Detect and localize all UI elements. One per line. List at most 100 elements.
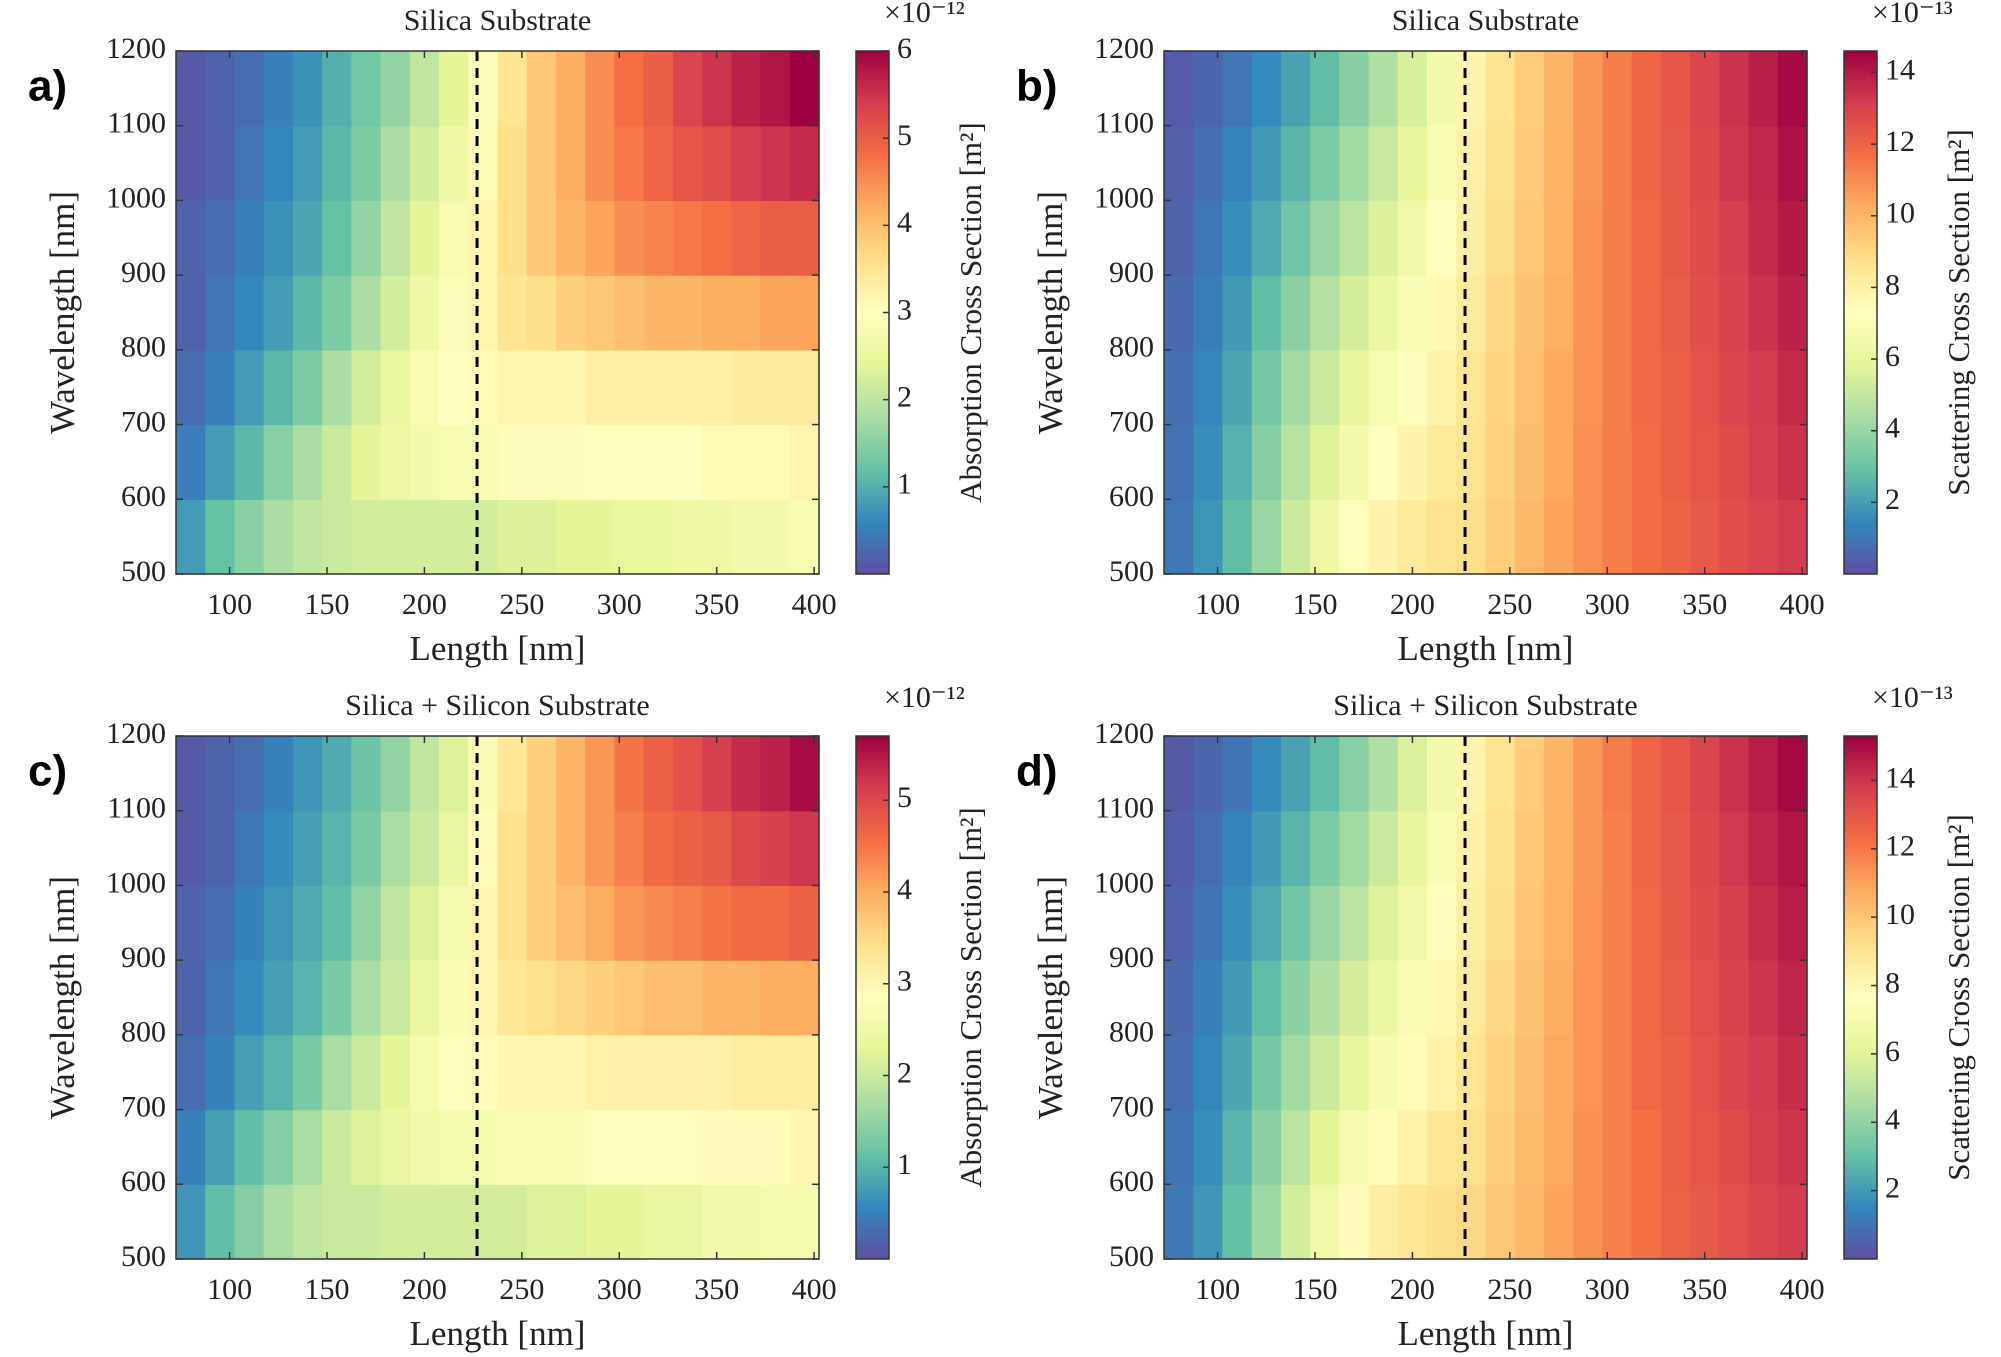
- heatmap-cell: [702, 1034, 732, 1111]
- heatmap-cell: [760, 499, 791, 575]
- heatmap-cell: [1339, 1184, 1370, 1260]
- heatmap-cell: [1193, 1184, 1224, 1260]
- heatmap-cell: [263, 736, 294, 812]
- heatmap-cell: [1690, 275, 1720, 351]
- y-tick-label: 900: [121, 941, 166, 974]
- heatmap-cell: [1514, 1109, 1545, 1185]
- colorbar-tick-label: 14: [1885, 761, 1915, 794]
- heatmap-cell: [760, 125, 791, 202]
- heatmap-cell: [292, 885, 323, 961]
- heatmap-cell: [1748, 736, 1779, 812]
- heatmap-cell: [292, 810, 323, 887]
- heatmap-cell: [263, 1034, 294, 1111]
- y-tick-label: 900: [1109, 256, 1154, 289]
- heatmap-cell: [1543, 810, 1574, 887]
- heatmap-cell: [1280, 125, 1311, 202]
- y-tick-label: 600: [121, 480, 166, 513]
- heatmap-cell: [1690, 349, 1720, 426]
- heatmap-cell: [1339, 275, 1370, 351]
- heatmap-cell: [468, 960, 499, 1036]
- heatmap-cell: [176, 200, 206, 276]
- heatmap-cell: [555, 125, 586, 202]
- heatmap-cell: [1310, 1184, 1340, 1260]
- heatmap-cell: [1280, 349, 1311, 426]
- heatmap-cell: [585, 1109, 616, 1185]
- panel-label: a): [28, 62, 67, 111]
- heatmap-cell: [1602, 424, 1633, 500]
- heatmap-cell: [1456, 960, 1487, 1036]
- colorbar-tick-label: 3: [897, 293, 912, 326]
- heatmap-cell: [1427, 1184, 1457, 1260]
- heatmap-cell: [1777, 349, 1808, 426]
- heatmap-cell: [205, 424, 236, 500]
- panel-label: b): [1016, 62, 1058, 111]
- heatmap-cell: [614, 200, 645, 276]
- heatmap-cell: [351, 960, 382, 1036]
- heatmap-cell: [1543, 736, 1574, 812]
- heatmap-cell: [1660, 200, 1691, 276]
- heatmap-cell: [614, 125, 645, 202]
- heatmap-cell: [731, 810, 762, 887]
- heatmap-cell: [1573, 885, 1604, 961]
- heatmap-cell: [643, 1184, 674, 1260]
- heatmap-cell: [1397, 200, 1428, 276]
- heatmap-cell: [234, 51, 265, 127]
- heatmap-cell: [351, 810, 382, 887]
- heatmap-cell: [409, 885, 440, 961]
- heatmap-cell: [702, 51, 732, 127]
- heatmap-cell: [234, 1034, 265, 1111]
- heatmap-cell: [1573, 200, 1604, 276]
- heatmap-cell: [1514, 810, 1545, 887]
- heatmap-cell: [1456, 736, 1487, 812]
- heatmap-cell: [614, 1184, 645, 1260]
- heatmap-cell: [789, 125, 820, 202]
- heatmap-cell: [702, 960, 732, 1036]
- colorbar-label: Absorption Cross Section [m²]: [953, 807, 988, 1187]
- heatmap-cell: [1368, 736, 1399, 812]
- heatmap-cell: [614, 499, 645, 575]
- heatmap-cell: [1602, 960, 1633, 1036]
- heatmap-cell: [1748, 349, 1779, 426]
- heatmap-cell: [1193, 200, 1224, 276]
- heatmap-cell: [1690, 51, 1720, 127]
- panel-label: d): [1016, 747, 1058, 796]
- heatmap-cell: [205, 125, 236, 202]
- heatmap-cell: [1485, 51, 1516, 127]
- heatmap-cell: [672, 499, 703, 575]
- chart-title: Silica + Silicon Substrate: [345, 689, 649, 722]
- heatmap-cell: [234, 736, 265, 812]
- heatmap-cell: [760, 1184, 791, 1260]
- y-tick-label: 800: [1109, 1016, 1154, 1049]
- y-tick-label: 1200: [1094, 717, 1154, 750]
- heatmap-cell: [468, 200, 499, 276]
- heatmap-cell: [643, 51, 674, 127]
- heatmap-cell: [1164, 349, 1194, 426]
- heatmap-cell: [497, 885, 528, 961]
- heatmap-cell: [1719, 810, 1750, 887]
- heatmap-cell: [380, 200, 411, 276]
- heatmap-cell: [322, 499, 352, 575]
- heatmap-cell: [1748, 275, 1779, 351]
- heatmap-cell: [1368, 51, 1399, 127]
- heatmap-cell: [1660, 349, 1691, 426]
- heatmap-cell: [292, 499, 323, 575]
- heatmap-cell: [1514, 125, 1545, 202]
- heatmap-cell: [439, 1184, 469, 1260]
- heatmap-cell: [1719, 885, 1750, 961]
- heatmap-cell: [1690, 736, 1720, 812]
- x-tick-label: 400: [792, 1273, 837, 1306]
- heatmap-cell: [1427, 810, 1457, 887]
- y-tick-label: 800: [121, 1016, 166, 1049]
- heatmap-cell: [1251, 275, 1282, 351]
- heatmap-cell: [322, 275, 352, 351]
- heatmap-cell: [672, 275, 703, 351]
- heatmap-cell: [643, 275, 674, 351]
- heatmap-cell: [1514, 51, 1545, 127]
- heatmap-cell: [468, 499, 499, 575]
- x-tick-label: 300: [1585, 1273, 1630, 1306]
- heatmap-cell: [205, 1034, 236, 1111]
- heatmap-cell: [1427, 960, 1457, 1036]
- colorbar-label: Scattering Cross Section [m²]: [1941, 814, 1976, 1181]
- y-tick-label: 700: [121, 405, 166, 438]
- heatmap-cell: [1631, 349, 1662, 426]
